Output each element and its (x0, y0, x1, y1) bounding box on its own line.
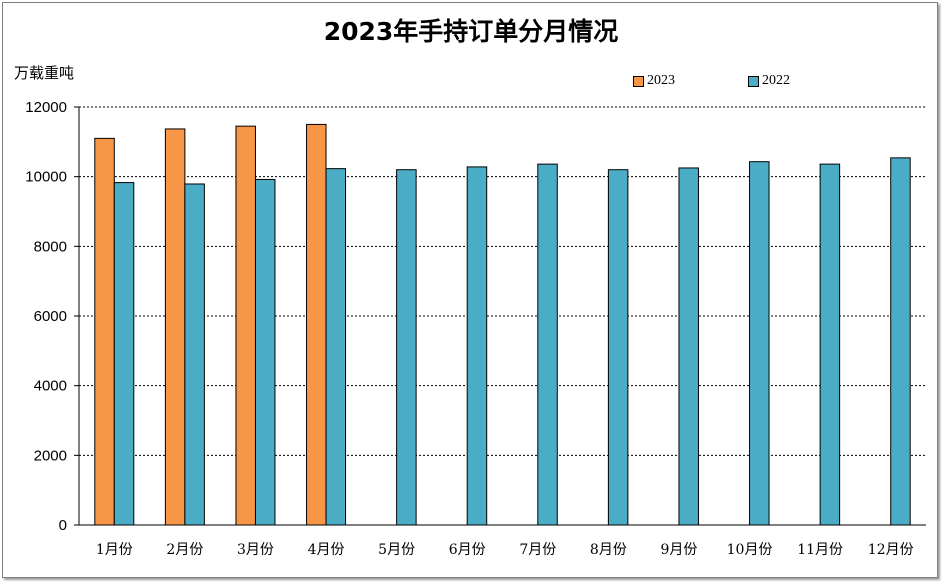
legend-swatch-2022 (748, 75, 759, 87)
x-tick-label-4: 4月份 (308, 542, 345, 558)
x-tick-label-6: 6月份 (449, 542, 486, 558)
legend-item-2023: 2023 (633, 72, 675, 90)
x-tick-label-7: 7月份 (519, 542, 556, 558)
bar-2023-1 (94, 137, 115, 526)
bar-2022-10 (749, 161, 770, 526)
y-tick-label-6000: 6000 (34, 308, 67, 325)
bar-2022-12 (890, 157, 911, 526)
y-tick-label-4000: 4000 (34, 378, 67, 395)
x-tick-label-3: 3月份 (237, 542, 274, 558)
bar-2022-11 (819, 163, 841, 526)
y-tick-label-10000: 10000 (25, 169, 67, 186)
x-tick-label-9: 9月份 (660, 542, 697, 558)
x-tick-label-2: 2月份 (166, 542, 203, 558)
legend-item-2022: 2022 (748, 72, 790, 90)
x-tick-label-11: 11月份 (797, 542, 843, 558)
x-tick-label-5: 5月份 (378, 542, 415, 558)
bar-2023-2 (164, 128, 186, 526)
bar-2022-4 (325, 168, 347, 526)
legend-swatch-2023 (633, 75, 644, 87)
bar-2023-4 (306, 123, 327, 526)
x-tick-label-8: 8月份 (590, 542, 627, 558)
legend-label-2023: 2023 (647, 73, 675, 88)
bar-2022-2 (184, 183, 205, 526)
legend-label-2022: 2022 (762, 73, 790, 88)
x-tick-label-12: 12月份 (868, 542, 914, 558)
bar-2022-6 (466, 166, 488, 526)
bar-2022-9 (678, 167, 699, 526)
bar-2022-3 (254, 178, 276, 526)
chart-title: 2023年手持订单分月情况 (323, 17, 619, 46)
bar-2023-3 (235, 125, 256, 526)
bar-2022-8 (607, 169, 629, 526)
y-tick-label-0: 0 (59, 517, 67, 534)
y-tick-label-12000: 12000 (25, 99, 67, 116)
bar-2022-7 (537, 163, 558, 526)
y-tick-label-8000: 8000 (34, 238, 67, 255)
x-tick-label-10: 10月份 (727, 542, 773, 558)
x-tick-label-1: 1月份 (96, 542, 133, 558)
bar-2022-1 (113, 182, 135, 526)
bar-2022-5 (396, 169, 417, 526)
y-axis-label: 万载重吨 (14, 64, 75, 82)
y-tick-label-2000: 2000 (34, 447, 67, 464)
